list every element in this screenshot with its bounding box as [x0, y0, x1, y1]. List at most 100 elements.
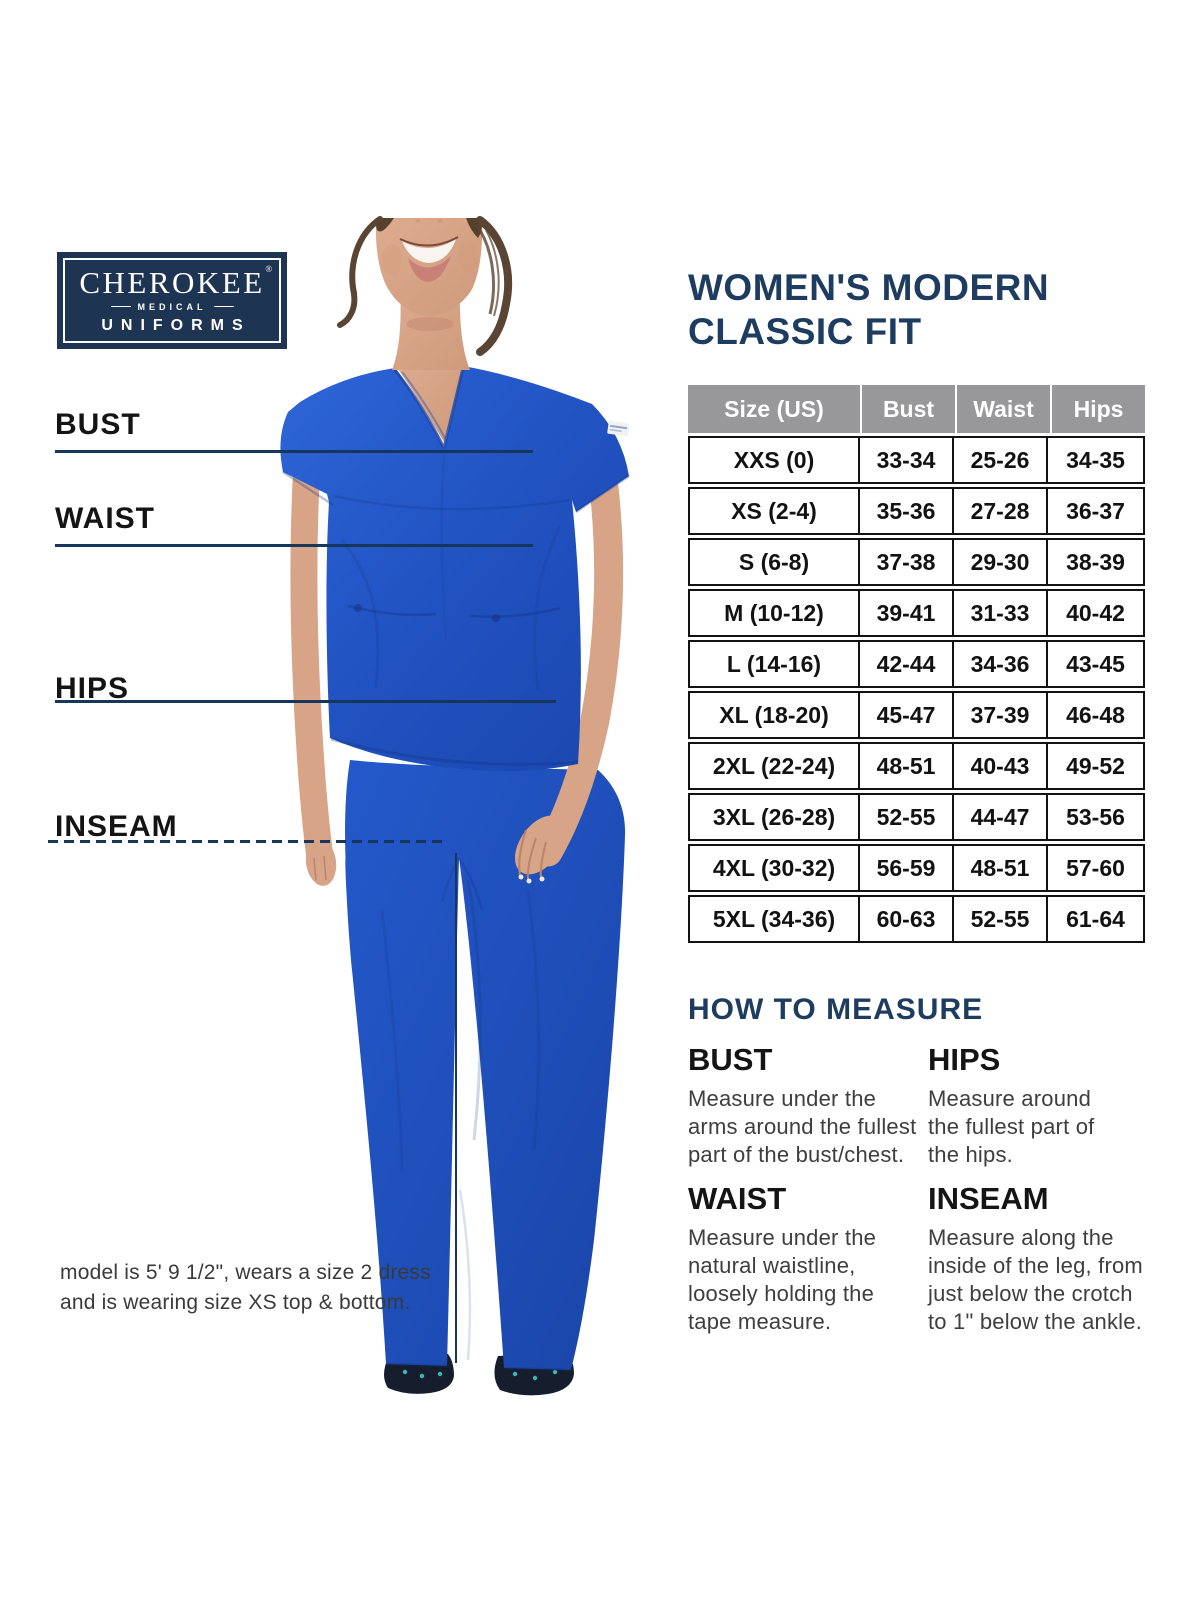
model-figure-svg — [280, 216, 630, 1396]
measure-item-title: BUST — [688, 1042, 773, 1077]
column-header-size: Size (US) — [724, 395, 824, 422]
hips-cell: 53-56 — [1066, 803, 1125, 830]
logo-brand-text: CHEROKEE ® — [79, 264, 272, 300]
measure-item-inseam: INSEAM Measure along the inside of the l… — [928, 1181, 1168, 1336]
label-hips: HIPS — [55, 672, 130, 705]
logo-brand-word: CHEROKEE — [79, 264, 265, 300]
model-face — [337, 216, 513, 370]
waist-cell: 25-26 — [954, 438, 1048, 482]
sleeve-logo-patch — [607, 420, 630, 437]
bust-cell: 33-34 — [860, 438, 954, 482]
measure-item-text: Measure along the inside of the leg, fro… — [928, 1224, 1143, 1335]
size-cell: XS (2-4) — [690, 489, 860, 533]
how-to-measure-heading: HOW TO MEASURE — [688, 993, 984, 1026]
table-row: L (14-16) 42-44 34-36 43-45 — [688, 640, 1145, 688]
bust-cell: 48-51 — [860, 744, 954, 788]
hips-cell: 49-52 — [1066, 752, 1125, 779]
scrub-top — [280, 366, 630, 772]
size-cell: M (10-12) — [690, 591, 860, 635]
table-row: XS (2-4) 35-36 27-28 36-37 — [688, 487, 1145, 535]
bust-cell: 37-38 — [860, 540, 954, 584]
bust-cell: 60-63 — [860, 897, 954, 941]
scrub-pants — [345, 760, 626, 1372]
logo-medical-text: MEDICAL — [137, 301, 207, 312]
waist-cell: 31-33 — [954, 591, 1048, 635]
measure-item-hips: HIPS Measure around the fullest part of … — [928, 1042, 1168, 1169]
hips-cell: 34-35 — [1066, 446, 1125, 473]
size-cell: 5XL (34-36) — [690, 897, 860, 941]
brand-logo: CHEROKEE ® MEDICAL UNIFORMS — [57, 252, 287, 349]
size-cell: 3XL (26-28) — [690, 795, 860, 839]
table-row: 5XL (34-36) 60-63 52-55 61-64 — [688, 895, 1145, 943]
table-header-row: Size (US) Bust Waist Hips — [688, 385, 1145, 433]
waist-cell: 27-28 — [954, 489, 1048, 533]
table-row: XXS (0) 33-34 25-26 34-35 — [688, 436, 1145, 484]
waist-measurement-line — [55, 544, 533, 547]
hips-cell: 61-64 — [1066, 905, 1125, 932]
page-title: WOMEN'S MODERN CLASSIC FIT — [688, 266, 1049, 355]
inseam-measurement-line — [48, 840, 448, 843]
bust-cell: 39-41 — [860, 591, 954, 635]
size-cell: 4XL (30-32) — [690, 846, 860, 890]
waist-cell: 44-47 — [954, 795, 1048, 839]
waist-cell: 48-51 — [954, 846, 1048, 890]
model-note-line1: model is 5' 9 1/2", wears a size 2 dress — [60, 1261, 431, 1284]
measure-item-text: Measure around the fullest part of the h… — [928, 1085, 1095, 1167]
waist-cell: 34-36 — [954, 642, 1048, 686]
chest-skin — [396, 366, 462, 442]
hips-cell: 57-60 — [1066, 854, 1125, 881]
waist-cell: 37-39 — [954, 693, 1048, 737]
logo-uniforms-text: UNIFORMS — [101, 316, 251, 334]
logo-medical-row: MEDICAL — [110, 301, 234, 312]
page-title-line1: WOMEN'S MODERN — [688, 267, 1050, 308]
model-note: model is 5' 9 1/2", wears a size 2 dress… — [60, 1258, 431, 1319]
table-row: 2XL (22-24) 48-51 40-43 49-52 — [688, 742, 1145, 790]
waist-cell: 52-55 — [954, 897, 1048, 941]
table-row: S (6-8) 37-38 29-30 38-39 — [688, 538, 1145, 586]
bust-cell: 45-47 — [860, 693, 954, 737]
hips-cell: 36-37 — [1066, 497, 1125, 524]
registered-mark: ® — [265, 263, 275, 274]
how-to-measure-grid: BUST Measure under the arms around the f… — [688, 1042, 1168, 1336]
measure-item-text: Measure under the arms around the fulles… — [688, 1085, 917, 1167]
column-header-waist: Waist — [955, 385, 1050, 433]
table-row: 3XL (26-28) 52-55 44-47 53-56 — [688, 793, 1145, 841]
size-cell: XXS (0) — [690, 438, 860, 482]
hips-cell: 40-42 — [1066, 599, 1125, 626]
hips-measurement-line — [55, 700, 556, 703]
logo-dash-left — [110, 306, 131, 307]
size-cell: S (6-8) — [690, 540, 860, 584]
label-inseam: INSEAM — [55, 810, 178, 843]
measure-item-bust: BUST Measure under the arms around the f… — [688, 1042, 928, 1169]
bust-cell: 42-44 — [860, 642, 954, 686]
arms — [290, 468, 624, 886]
table-row: 4XL (30-32) 56-59 48-51 57-60 — [688, 844, 1145, 892]
hips-cell: 43-45 — [1066, 650, 1125, 677]
size-cell: XL (18-20) — [690, 693, 860, 737]
column-header-hips: Hips — [1050, 385, 1145, 433]
measure-item-waist: WAIST Measure under the natural waistlin… — [688, 1181, 928, 1336]
page-title-line2: CLASSIC FIT — [688, 311, 922, 353]
waist-cell: 40-43 — [954, 744, 1048, 788]
bust-cell: 35-36 — [860, 489, 954, 533]
measure-item-title: WAIST — [688, 1181, 787, 1217]
table-row: M (10-12) 39-41 31-33 40-42 — [688, 589, 1145, 637]
size-cell: L (14-16) — [690, 642, 860, 686]
bust-cell: 52-55 — [860, 795, 954, 839]
model-note-line2: and is wearing size XS top & bottom. — [60, 1291, 411, 1315]
table-row: XL (18-20) 45-47 37-39 46-48 — [688, 691, 1145, 739]
logo-dash-right — [213, 306, 234, 307]
inseam-vertical-line — [455, 853, 457, 1363]
measure-item-title: HIPS — [928, 1042, 1001, 1077]
size-chart-table: Size (US) Bust Waist Hips XXS (0) 33-34 … — [688, 385, 1145, 943]
measure-item-text: Measure under the natural waistline, loo… — [688, 1224, 877, 1335]
measure-item-title: INSEAM — [928, 1181, 1049, 1217]
column-header-bust: Bust — [860, 385, 955, 433]
brand-logo-frame: CHEROKEE ® MEDICAL UNIFORMS — [63, 258, 281, 343]
hips-cell: 38-39 — [1066, 548, 1125, 575]
label-waist: WAIST — [55, 502, 155, 535]
waist-cell: 29-30 — [954, 540, 1048, 584]
size-cell: 2XL (22-24) — [690, 744, 860, 788]
bust-cell: 56-59 — [860, 846, 954, 890]
